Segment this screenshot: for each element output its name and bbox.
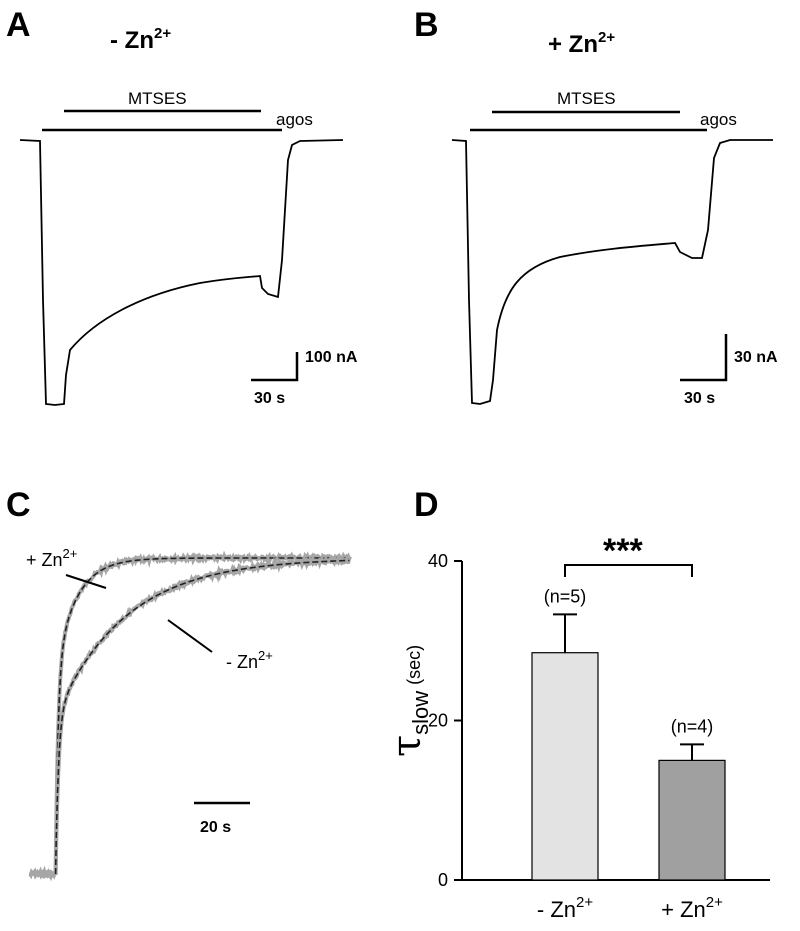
panel-b-scale-bar [680,334,728,382]
y-axis-label-symbol: τ [384,735,430,757]
panel-a-current-trace [19,139,344,406]
series-raw-trace-plus-zn [29,550,352,882]
panel-b-title-sup: 2+ [598,29,615,46]
panel-a-agonist-label: agos [276,110,313,129]
panel-letter-a: A [6,6,31,44]
x-category-label: + Zn2+ [661,894,723,922]
panel-c-label-minus-zn: - Zn2+ [226,648,273,672]
panel-b-title: + Zn2+ [548,29,615,58]
panel-c-label-plus-text: + Zn [26,550,63,570]
panel-b: B + Zn2+ MTSES agos 30 nA 30 s [414,6,778,407]
panel-c: C + Zn2+ - Zn2+ 20 s [6,486,352,882]
y-tick-label: 40 [428,551,448,571]
bar [658,759,726,881]
x-category-label: - Zn2+ [537,894,593,922]
panel-a: A - Zn2+ MTSES agos 100 nA 30 s [6,6,358,407]
panel-a-title-text: - Zn [110,27,154,54]
panel-b-agonist-label: agos [700,110,737,129]
n-label: (n=4) [671,716,714,736]
panel-letter-b: B [414,6,439,44]
x-category-text: + Zn [661,897,706,922]
panel-a-scale-y-label: 100 nA [305,349,358,366]
panel-c-pointer-plus [65,574,107,589]
panel-a-scale-x-label: 30 s [254,390,285,407]
panel-a-title: - Zn2+ [110,25,171,54]
panel-a-mtses-label: MTSES [128,89,187,108]
panel-b-title-text: + Zn [548,31,598,58]
panel-a-scale-bar [251,352,299,382]
y-tick-label: 20 [428,711,448,731]
bar [531,652,599,881]
y-axis-label: τslow (sec) [384,645,433,757]
y-tick-label: 0 [438,870,448,890]
panel-c-label-plus-zn: + Zn2+ [26,546,77,570]
n-label: (n=5) [544,586,587,606]
series-fit-line-minus-zn [54,559,350,875]
panel-c-label-plus-sup: 2+ [63,546,78,561]
panel-c-label-minus-text: - Zn [226,652,258,672]
series-fit-line-plus-zn [54,557,350,875]
panel-b-scale-x-label: 30 s [684,390,715,407]
panel-letter-d: D [414,486,439,524]
panel-c-label-minus-sup: 2+ [258,648,273,663]
y-axis-label-unit: (sec) [404,645,424,685]
series-raw-trace-minus-zn [28,553,351,880]
significance-label: *** [603,532,643,570]
y-axis-label-sub: slow [408,691,433,735]
panel-c-traces [28,550,352,882]
panel-c-pointer-minus [167,619,213,653]
panel-b-current-trace [451,139,773,405]
panel-b-scale-y-label: 30 nA [734,349,778,366]
x-category-sup: 2+ [576,894,593,911]
panel-c-scale-x-label: 20 s [200,819,231,836]
panel-a-title-sup: 2+ [154,25,171,42]
x-category-sup: 2+ [706,894,723,911]
x-category-text: - Zn [537,897,576,922]
panel-letter-c: C [6,486,31,524]
significance-bracket [564,564,693,577]
panel-b-mtses-label: MTSES [557,89,616,108]
